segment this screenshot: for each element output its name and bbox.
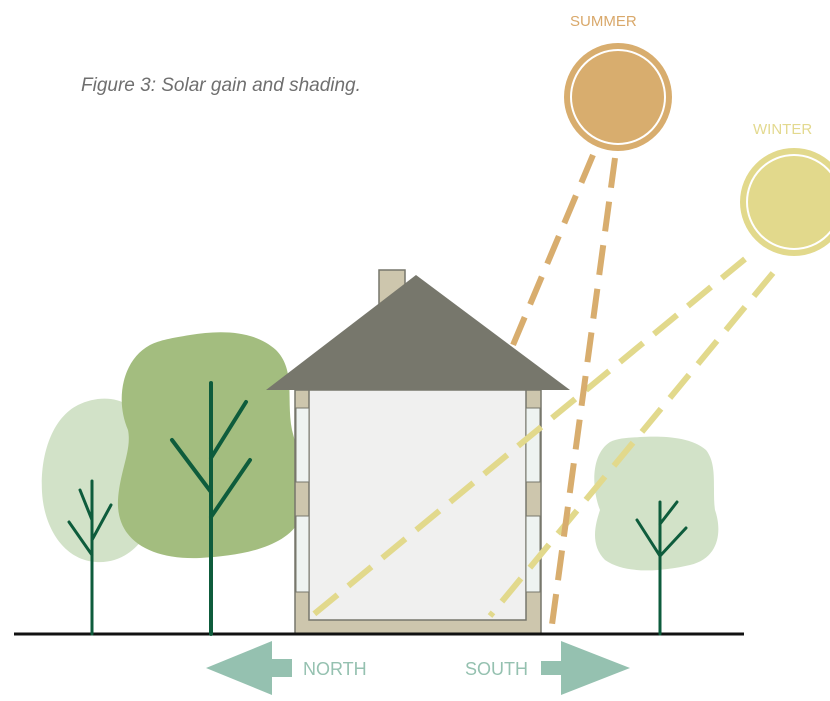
tree-trunk-center — [170, 381, 252, 636]
summer-sun-rays — [510, 153, 618, 633]
window-north-lower — [295, 515, 310, 593]
winter-label: WINTER — [753, 121, 812, 138]
summer-sun-icon — [564, 43, 672, 151]
north-label: NORTH — [303, 659, 367, 679]
tree-trunk-right — [635, 500, 688, 636]
house-interior — [308, 389, 527, 621]
north-arrow-icon — [206, 641, 292, 695]
south-arrow-icon — [541, 641, 630, 695]
figure-caption: Figure 3: Solar gain and shading. — [81, 75, 361, 96]
window-north-upper — [295, 407, 310, 483]
summer-label: SUMMER — [570, 13, 637, 30]
roof — [266, 275, 570, 390]
tree-trunk-left — [67, 479, 113, 636]
tree-canopy-right — [594, 436, 719, 571]
winter-sun-rays — [311, 256, 776, 618]
window-south-upper — [525, 407, 541, 483]
south-label: SOUTH — [465, 659, 528, 679]
winter-sun-icon — [740, 148, 830, 256]
